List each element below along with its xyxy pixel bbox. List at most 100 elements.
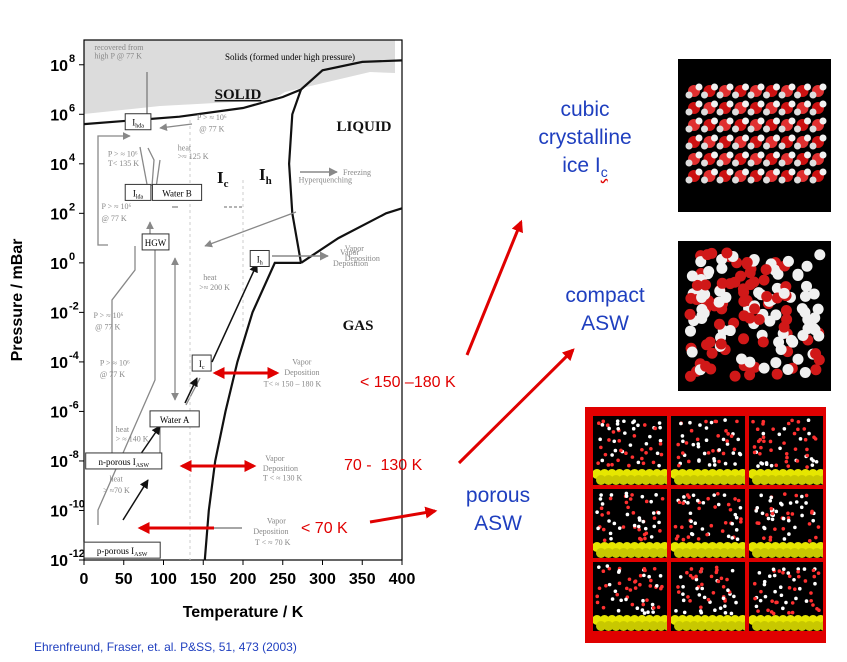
water-atom: [689, 524, 693, 529]
hydrogen-atom: [732, 108, 739, 116]
water-atom: [601, 419, 606, 424]
water-atom: [617, 439, 622, 443]
y-tick-exp-7: -6: [69, 399, 79, 411]
water-atom: [615, 419, 620, 423]
water-atom: [645, 598, 649, 602]
water-atom: [760, 461, 765, 466]
water-atom: [770, 599, 774, 603]
water-atom: [707, 463, 712, 467]
substrate-atom: [797, 548, 807, 558]
hydrogen-atom: [804, 134, 811, 142]
water-atom: [701, 500, 706, 505]
water-atom: [735, 537, 740, 542]
hydrogen-atom: [773, 117, 780, 125]
water-atom: [768, 498, 773, 503]
water-atom: [691, 493, 696, 498]
water-atom: [780, 502, 784, 507]
water-atom: [676, 590, 681, 594]
water-atom: [599, 493, 603, 497]
water-atom: [723, 604, 727, 608]
substrate-atom: [696, 548, 707, 558]
water-atom: [644, 499, 649, 504]
water-atom: [719, 576, 724, 581]
water-atom: [785, 455, 789, 460]
hydrogen-atom: [747, 159, 755, 167]
water-atom: [756, 439, 761, 444]
hydrogen-atom: [685, 91, 693, 99]
label-porous-asw: porous ASW: [433, 482, 563, 538]
substrate-atom: [611, 475, 621, 485]
water-atom: [623, 431, 627, 435]
water-atom: [752, 445, 757, 449]
water-atom: [652, 516, 657, 520]
water-atom: [700, 586, 705, 591]
water-atom: [811, 603, 815, 607]
y-tick-exp-6: -4: [69, 350, 80, 362]
hydrogen-atom: [794, 91, 801, 99]
water-atom: [809, 457, 814, 461]
water-atom: [734, 515, 739, 520]
box-ih-label: Ih: [257, 254, 263, 266]
hydrogen-atom: [778, 176, 786, 184]
substrate-atom: [674, 621, 684, 631]
water-atom: [773, 527, 777, 531]
water-atom: [733, 512, 738, 517]
substrate-atom: [752, 621, 762, 631]
hydrogen-atom: [788, 151, 796, 159]
hydrogen-atom: [804, 168, 811, 176]
water-atom: [636, 460, 641, 465]
water-atom: [766, 608, 770, 613]
cubic-subscript: c: [600, 164, 608, 180]
porous-sim-render: [671, 491, 745, 558]
water-atom: [771, 427, 775, 431]
water-atom: [652, 566, 657, 571]
water-atom: [621, 525, 626, 529]
box-ilda-label: Ilda: [133, 188, 144, 200]
water-atom: [766, 516, 771, 521]
water-atom: [630, 455, 635, 459]
hydrogen-atom: [701, 108, 708, 116]
substrate-atom: [752, 548, 762, 558]
substrate-atom: [603, 548, 614, 558]
water-atom: [769, 610, 774, 614]
annotation-31: T < ≈ 70 K: [255, 538, 291, 547]
hydrogen-atom: [773, 83, 780, 91]
substrate-atom: [611, 621, 621, 631]
box-ihda-label: Ihda: [132, 118, 144, 130]
water-atom: [786, 511, 790, 516]
water-atom: [657, 520, 661, 525]
water-atom: [684, 308, 696, 320]
box-waterb-frame: [151, 183, 203, 201]
water-atom: [602, 538, 607, 543]
hydrogen-atom: [742, 151, 749, 159]
water-atom: [759, 589, 763, 594]
box-ih-frame: [249, 249, 270, 267]
water-atom: [696, 309, 708, 321]
water-atom: [808, 288, 820, 300]
water-atom: [754, 604, 759, 609]
water-atom: [660, 584, 664, 589]
water-atom: [709, 420, 714, 425]
water-atom: [607, 438, 611, 442]
water-atom: [638, 582, 642, 587]
hydrogen-atom: [763, 176, 770, 184]
box-ic: Ic: [191, 354, 212, 372]
water-atom: [695, 256, 707, 268]
substrate-atom: [782, 621, 792, 631]
water-atom: [680, 451, 685, 455]
substrate-atom: [618, 475, 629, 485]
water-atom: [816, 525, 821, 529]
water-atom: [724, 429, 728, 433]
substrate-atom: [752, 475, 762, 485]
water-atom: [631, 426, 636, 431]
porous-sim-cell: [593, 416, 667, 485]
water-atom: [713, 608, 717, 613]
hydrogen-atom: [695, 151, 703, 159]
hydrogen-atom: [794, 125, 801, 133]
hydrogen-atom: [804, 151, 811, 159]
water-atom: [807, 322, 819, 334]
x-tick-label-200: 200: [230, 571, 257, 588]
box-ihda: Ihda: [124, 113, 152, 131]
hydrogen-atom: [757, 134, 765, 142]
water-atom: [729, 370, 741, 382]
